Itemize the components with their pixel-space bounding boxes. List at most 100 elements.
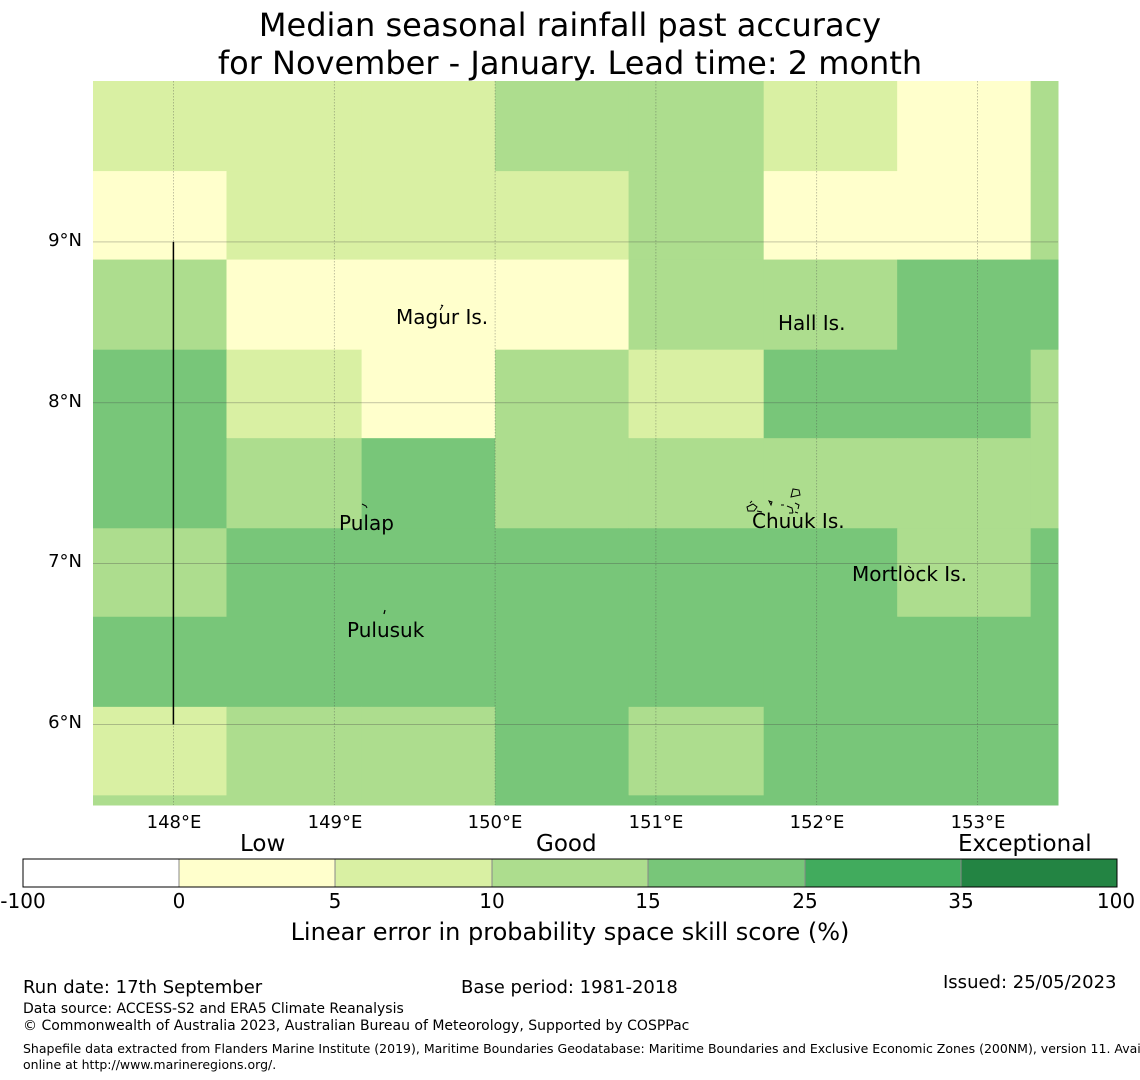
skill-cell xyxy=(495,349,630,439)
colorbar-tick: -100 xyxy=(0,889,46,913)
skill-cell xyxy=(628,438,765,529)
skill-cell xyxy=(226,438,363,529)
mortlock-island-shape xyxy=(907,565,912,569)
skill-cell xyxy=(897,259,1032,351)
skill-cell xyxy=(226,795,363,806)
lat-tick-8n: 8°N xyxy=(48,391,82,412)
pulap-island-shape xyxy=(361,503,368,509)
skill-cell xyxy=(361,81,496,172)
map-title-line-2: for November - January. Lead time: 2 mon… xyxy=(217,44,923,82)
skill-cell xyxy=(93,349,227,439)
pulusuk-island-shape xyxy=(383,609,386,615)
colorbar xyxy=(22,858,1118,888)
place-label-mortlock: Mortlock Is. xyxy=(852,562,967,586)
skill-cell xyxy=(495,438,630,529)
legend-category-exceptional: Exceptional xyxy=(958,831,1092,857)
skill-cell xyxy=(495,259,630,351)
colorbar-swatch xyxy=(335,859,492,887)
data-source: Data source: ACCESS-S2 and ERA5 Climate … xyxy=(23,1001,404,1017)
skill-cell xyxy=(93,795,227,806)
map-title-line-1: Median seasonal rainfall past accuracy xyxy=(258,6,882,44)
skill-cell xyxy=(226,616,363,708)
skill-cell xyxy=(763,259,898,351)
base-period: Base period: 1981-2018 xyxy=(461,977,678,998)
skill-cell xyxy=(897,528,1032,618)
colorbar-tick: 25 xyxy=(792,889,818,913)
skill-cell xyxy=(628,349,765,439)
skill-cell xyxy=(226,528,363,618)
skill-cell xyxy=(763,616,898,708)
skill-cell xyxy=(763,171,898,261)
colorbar-swatch xyxy=(805,859,961,887)
skill-cell xyxy=(226,81,363,172)
skill-cell xyxy=(628,528,765,618)
skill-cell xyxy=(1030,795,1059,806)
lon-tick-148e: 148°E xyxy=(146,812,202,833)
islands xyxy=(361,304,912,615)
colorbar-label: Linear error in probability space skill … xyxy=(290,918,850,946)
skill-cell xyxy=(361,616,496,708)
skill-cell xyxy=(495,528,630,618)
shapefile-credit-line-2: online at http://www.marineregions.org/. xyxy=(23,1057,277,1072)
skill-cell xyxy=(763,438,898,529)
skill-cell xyxy=(361,706,496,796)
lon-tick-152e: 152°E xyxy=(789,812,845,833)
colorbar-tick: 10 xyxy=(479,889,505,913)
chuuk-lagoon-shape xyxy=(746,488,801,514)
skill-cell xyxy=(361,171,496,261)
skill-cell xyxy=(226,349,363,439)
lat-tick-6n: 6°N xyxy=(48,712,82,733)
place-label-hall: Hall Is. xyxy=(778,311,846,335)
skill-cell xyxy=(628,259,765,351)
colorbar-swatch xyxy=(179,859,335,887)
skill-cell xyxy=(628,171,765,261)
skill-cell xyxy=(628,81,765,172)
skill-cell xyxy=(226,706,363,796)
skill-cell xyxy=(93,171,227,261)
skill-cell xyxy=(361,349,496,439)
skill-cell xyxy=(1030,616,1059,708)
skill-cell xyxy=(897,81,1032,172)
colorbar-tick: 5 xyxy=(328,889,342,913)
colorbar-tick: 0 xyxy=(172,889,186,913)
skill-cell xyxy=(763,795,898,806)
skill-cell xyxy=(763,528,898,618)
skill-cell xyxy=(93,438,227,529)
skill-cell xyxy=(763,349,898,439)
skill-cell xyxy=(93,616,227,708)
place-label-chuuk: Chuuk Is. xyxy=(752,509,845,533)
issued-date: Issued: 25/05/2023 xyxy=(943,972,1117,993)
skill-cell xyxy=(628,795,765,806)
colorbar-tick: 15 xyxy=(635,889,661,913)
shapefile-credit-line-1: Shapefile data extracted from Flanders M… xyxy=(23,1041,1140,1056)
skill-cell xyxy=(495,706,630,796)
skill-cell xyxy=(1030,171,1059,261)
colorbar-swatch xyxy=(961,859,1117,887)
skill-cell xyxy=(495,795,630,806)
place-label-pulusuk: Pulusuk xyxy=(347,618,425,642)
lon-tick-151e: 151°E xyxy=(628,812,684,833)
skill-cell xyxy=(628,706,765,796)
skill-cell xyxy=(93,706,227,796)
skill-cell xyxy=(1030,81,1059,172)
legend-category-low: Low xyxy=(240,831,286,857)
skill-cell xyxy=(763,706,898,796)
skill-cell xyxy=(628,616,765,708)
skill-cell xyxy=(1030,349,1059,439)
skill-cell xyxy=(495,616,630,708)
legend-category-good: Good xyxy=(536,831,597,857)
magur-island-shape xyxy=(439,304,444,311)
skill-cell xyxy=(93,81,227,172)
skill-cell xyxy=(93,528,227,618)
skill-cell xyxy=(361,528,496,618)
colorbar-swatch xyxy=(648,859,805,887)
colorbar-frame xyxy=(22,858,1118,888)
lat-tick-9n: 9°N xyxy=(48,230,82,251)
run-date: Run date: 17th September xyxy=(23,977,263,998)
skill-cell xyxy=(495,171,630,261)
skill-grid xyxy=(93,81,1059,806)
skill-cell xyxy=(226,171,363,261)
copyright: © Commonwealth of Australia 2023, Austra… xyxy=(23,1018,690,1034)
skill-cell xyxy=(1030,528,1059,618)
